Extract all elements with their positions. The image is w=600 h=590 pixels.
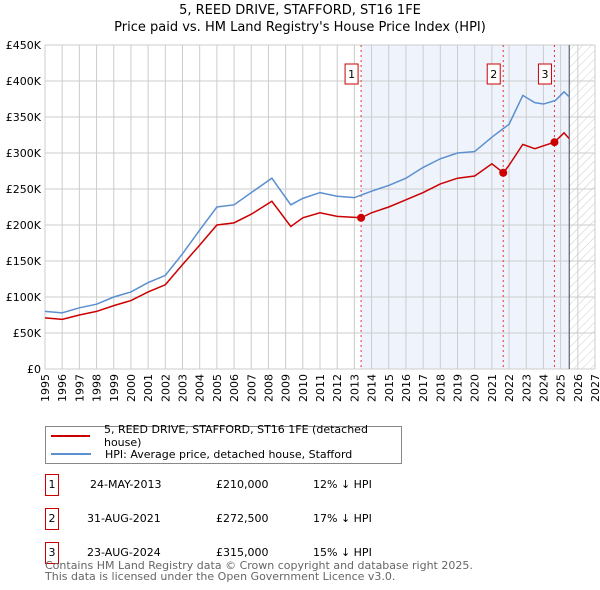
x-tick-label: 2016 [400, 374, 413, 402]
x-tick-label: 2000 [125, 374, 138, 402]
x-tick-label: 1998 [91, 374, 104, 402]
y-tick-label: £250K [6, 183, 42, 196]
y-tick-label: £450K [6, 39, 42, 52]
sale-marker-label: 1 [45, 474, 59, 496]
footer: Contains HM Land Registry data © Crown c… [45, 560, 473, 582]
x-tick-label: 2011 [314, 374, 327, 402]
x-tick-label: 2025 [555, 374, 568, 402]
sale-marker-box [486, 63, 501, 85]
x-tick-label: 2017 [417, 374, 430, 402]
sale-price: £272,500 [216, 512, 269, 525]
y-tick-label: £200K [6, 219, 42, 232]
y-tick-label: £400K [6, 75, 42, 88]
sale-point [499, 168, 508, 177]
sale-date: 31-AUG-2021 [87, 512, 161, 525]
sale-date: 24-MAY-2013 [90, 478, 162, 491]
x-tick-label: 2003 [177, 374, 190, 402]
x-tick-label: 1995 [39, 374, 52, 402]
shaded-region [361, 45, 570, 369]
x-tick-label: 2021 [486, 374, 499, 402]
x-tick-label: 2002 [159, 374, 172, 402]
legend-swatch-property [51, 435, 90, 437]
x-tick-label: 2020 [469, 374, 482, 402]
plot-area: 1995 1996 1997 1998 1999 2000 2001 2002 2003 2004… [6, 39, 600, 402]
sale-delta: 12% ↓ HPI [313, 478, 372, 491]
sale-point [550, 138, 559, 147]
x-tick-label: 2018 [434, 374, 447, 402]
sale-price: £315,000 [216, 546, 269, 559]
series-line [44, 131, 570, 321]
sale-marker-label: 2 [45, 508, 59, 530]
x-tick-label: 2005 [211, 374, 224, 402]
footer-line-1: Contains HM Land Registry data © Crown c… [45, 559, 473, 572]
sale-marker-box [344, 63, 359, 85]
sale-row: 2 31-AUG-2021 £272,500 17% ↓ HPI [45, 508, 600, 530]
x-tick-label: 2012 [331, 374, 344, 402]
chart-subtitle: Price paid vs. HM Land Registry's House … [114, 20, 486, 35]
x-tick-label: 2004 [194, 374, 207, 402]
x-tick-label: 2019 [452, 374, 465, 402]
sale-date: 23-AUG-2024 [87, 546, 161, 559]
sale-marker-number: 2 [490, 68, 497, 81]
legend-label-property: 5, REED DRIVE, STAFFORD, ST16 1FE (detac… [103, 423, 368, 449]
x-tick-label: 2007 [245, 374, 258, 402]
x-tick-label: 2014 [366, 374, 379, 402]
sale-marker-number: 3 [541, 68, 548, 81]
sale-marker-label: 3 [45, 542, 59, 564]
x-tick-label: 2022 [503, 374, 516, 402]
x-tick-label: 2001 [142, 374, 155, 402]
x-tick-label: 1997 [73, 374, 86, 402]
x-tick-label: 2010 [297, 374, 310, 402]
sale-delta: 17% ↓ HPI [313, 512, 372, 525]
x-tick-label: 2006 [228, 374, 241, 402]
x-tick-label: 2026 [572, 374, 585, 402]
x-tick-label: 1996 [56, 374, 69, 402]
sale-row: 3 23-AUG-2024 £315,000 15% ↓ HPI [45, 542, 600, 564]
footer-line-2: This data is licensed under the Open Gov… [45, 570, 396, 583]
y-tick-label: £150K [6, 255, 42, 268]
x-tick-label: 2013 [348, 374, 361, 402]
sale-delta: 15% ↓ HPI [313, 546, 372, 559]
sale-marker-box [537, 63, 552, 85]
x-tick-label: 1999 [108, 374, 121, 402]
x-tick-label: 2027 [589, 374, 600, 402]
legend: 5, REED DRIVE, STAFFORD, ST16 1FE (detac… [45, 423, 402, 464]
y-tick-label: £0 [27, 363, 41, 376]
legend-label-hpi: HPI: Average price, detached house, Staf… [105, 447, 353, 461]
x-tick-label: 2023 [520, 374, 533, 402]
x-tick-label: 2008 [262, 374, 275, 402]
y-tick-label: £350K [6, 111, 42, 124]
x-tick-label: 2009 [280, 374, 293, 402]
sale-price: £210,000 [216, 478, 269, 491]
y-tick-label: £300K [6, 147, 42, 160]
sale-row: 1 24-MAY-2013 £210,000 12% ↓ HPI [45, 474, 600, 496]
chart-title: 5, REED DRIVE, STAFFORD, ST16 1FE [179, 3, 421, 18]
x-tick-label: 2024 [537, 374, 550, 402]
series-line [44, 90, 570, 314]
x-tick-label: 2015 [383, 374, 396, 402]
sale-marker-number: 1 [348, 68, 355, 81]
y-tick-label: £50K [13, 327, 42, 340]
legend-swatch-hpi [51, 453, 91, 455]
sale-point [357, 213, 366, 222]
forecast-hatch [569, 45, 595, 369]
y-tick-label: £100K [6, 291, 42, 304]
